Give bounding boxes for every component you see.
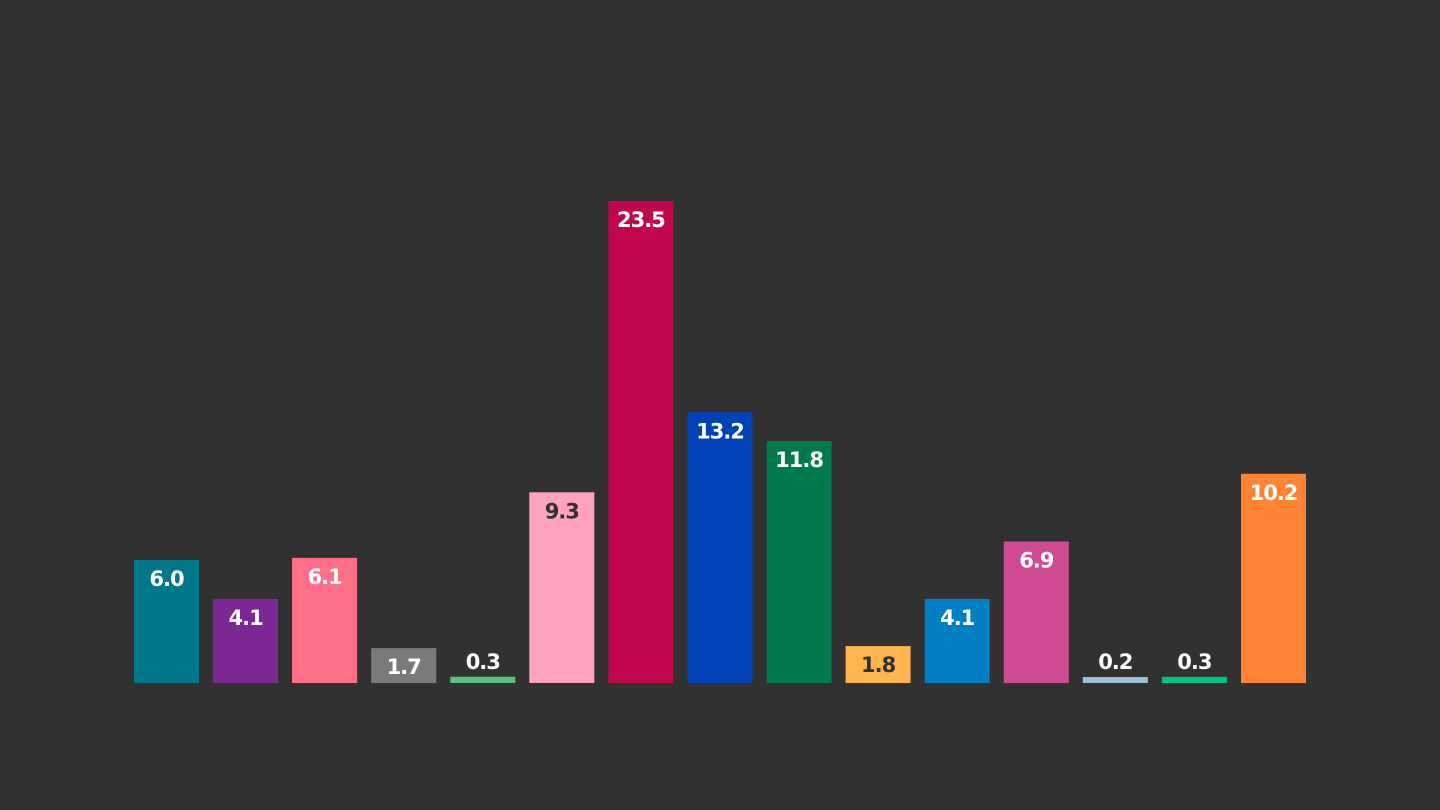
bar-value-label: 11.8: [775, 448, 823, 472]
bar-1: [134, 559, 199, 683]
bar-14: [1161, 676, 1227, 683]
bar-7: [608, 201, 674, 683]
bar-3: [292, 557, 358, 683]
bar-value-label: 0.3: [466, 650, 500, 674]
bar-15: [1241, 473, 1306, 683]
value-labels-group: 6.0 4.1 6.1 1.7 0.3 9.3 23.5 13.2 11.8 1.8 4.1 6.9 0…: [149, 208, 1298, 679]
bar-value-label: 1.7: [387, 655, 421, 679]
bar-4: [371, 648, 437, 683]
bar-value-label: 0.3: [1177, 650, 1211, 674]
bar-value-label: 6.1: [307, 565, 342, 589]
bar-value-label: 1.8: [861, 653, 896, 677]
bar-6: [529, 492, 595, 683]
bar-9: [766, 441, 832, 683]
bar-value-label: 23.5: [617, 208, 665, 232]
bar-value-label: 9.3: [545, 499, 579, 523]
bar-2: [213, 598, 279, 683]
bar-value-label: 0.2: [1098, 650, 1132, 674]
bar-12: [1003, 541, 1069, 683]
bar-value-label: 4.1: [228, 606, 263, 630]
bar-13: [1082, 677, 1148, 683]
bar-value-label: 6.9: [1019, 549, 1054, 573]
bar-5: [450, 676, 516, 683]
bar-8: [687, 412, 753, 683]
bars-group: [134, 201, 1306, 683]
bar-11: [924, 598, 990, 683]
bar-value-label: 6.0: [149, 567, 184, 591]
bar-value-label: 4.1: [940, 606, 975, 630]
bar-value-label: 10.2: [1250, 481, 1298, 505]
bar-value-label: 13.2: [696, 419, 744, 443]
bar-10: [845, 646, 911, 683]
